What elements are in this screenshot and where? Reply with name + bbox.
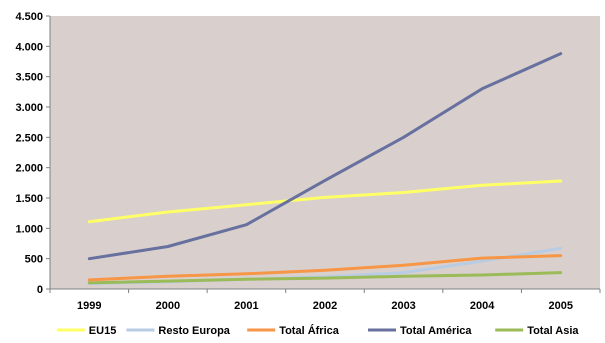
legend-label-4: Total Asia [527,325,579,337]
series-line-0 [87,179,563,224]
x-tick-label: 2004 [470,300,495,312]
legend-label-2: Total África [279,324,340,337]
y-axis-ticks: 0 500 1.000 1.500 2.000 2.500 3.000 3.500 4.000 4… [15,11,50,296]
y-tick-label: 4.500 [15,11,43,23]
series-line-3 [87,52,563,261]
series-lines [87,52,563,285]
x-tick-label: 2000 [156,300,180,312]
legend-label-3: Total América [400,325,472,337]
y-tick-label: 2.000 [15,163,43,175]
legend-label-1: Resto Europa [158,325,230,337]
plot-area [50,16,600,289]
series-line-2 [87,254,563,282]
y-tick-label: 3.000 [15,102,43,114]
y-tick-label: 4.000 [15,41,43,53]
x-tick-label: 2002 [313,300,337,312]
x-tick-label: 2003 [391,300,415,312]
y-tick-label: 2.500 [15,132,43,144]
x-axis-ticks: 1999 2000 2001 2002 2003 2004 2005 [49,289,601,312]
y-tick-label: 500 [25,254,43,266]
legend-label-0: EU15 [89,325,117,337]
series-line-4 [87,271,563,285]
y-tick-label: 3.500 [15,72,43,84]
y-tick-label: 1.500 [15,193,43,205]
x-tick-label: 1999 [77,300,101,312]
x-tick-label: 2005 [548,300,572,312]
x-tick-label: 2001 [234,300,258,312]
legend: EU15 Resto Europa Total África Total Améric… [56,324,579,337]
y-tick-label: 0 [37,284,43,296]
y-tick-label: 1.000 [15,223,43,235]
